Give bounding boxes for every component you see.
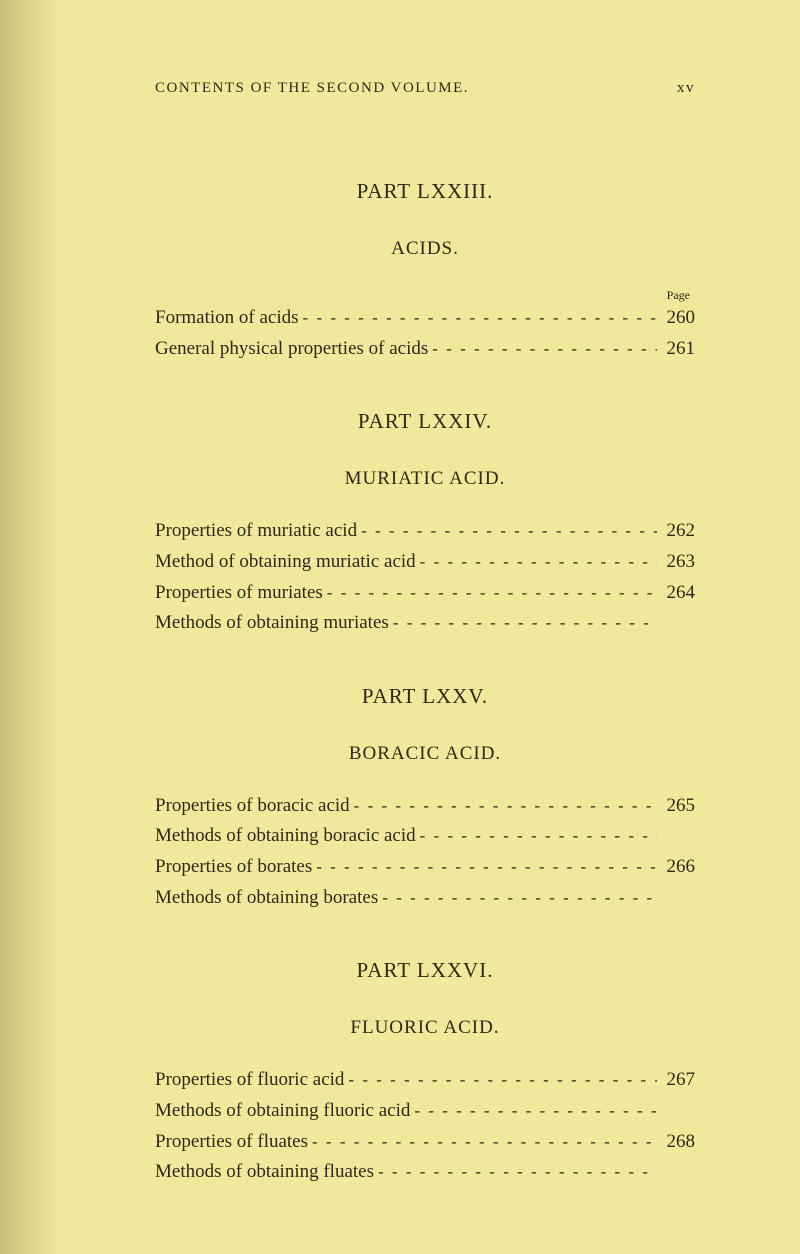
section-heading: MURIATIC ACID. [155,468,695,490]
toc-entry: Method of obtaining muriatic acid - - - … [155,549,695,575]
toc-entry: Methods of obtaining muriates - - - - - … [155,610,695,636]
entry-text: Properties of muriatic acid [155,518,357,544]
leader-dots: - - - - - - - - - - - - - - - - - - - - … [350,795,657,818]
section-heading: FLUORIC ACID. [155,1017,695,1039]
toc-entry: Properties of boracic acid - - - - - - -… [155,793,695,819]
toc-entry: Formation of acids - - - - - - - - - - -… [155,305,695,331]
toc-entry: General physical properties of acids - -… [155,336,695,362]
leader-dots: - - - - - - - - - - - - - - - - - - - - … [344,1069,657,1092]
part-heading: PART LXXIV. [155,409,695,434]
toc-entry: Properties of muriates - - - - - - - - -… [155,580,695,606]
leader-dots: - - - - - - - - - - - - - - - - - - - - … [308,1131,657,1154]
entry-text: Properties of borates [155,854,312,880]
leader-dots: - - - - - - - - - - - - - - - - - - - - … [374,1161,657,1184]
entry-page: 265 [657,793,695,819]
toc-entry: Methods of obtaining boracic acid - - - … [155,823,695,849]
toc-entry: Methods of obtaining fluoric acid - - - … [155,1098,695,1124]
entry-text: Methods of obtaining fluates [155,1159,374,1185]
toc-entry: Methods of obtaining borates - - - - - -… [155,885,695,911]
entry-text: Methods of obtaining fluoric acid [155,1098,410,1124]
header-page-number: xv [677,80,695,97]
section-heading: ACIDS. [155,238,695,260]
toc-entry: Methods of obtaining fluates - - - - - -… [155,1159,695,1185]
entry-text: Methods of obtaining borates [155,885,378,911]
entry-page: 261 [657,336,695,362]
entry-page: 263 [657,549,695,575]
entry-page: 267 [657,1067,695,1093]
leader-dots: - - - - - - - - - - - - - - - - - - - - … [410,1100,657,1123]
entry-text: Properties of fluoric acid [155,1067,344,1093]
toc-entry: Properties of fluates - - - - - - - - - … [155,1129,695,1155]
leader-dots: - - - - - - - - - - - - - - - - - - - - … [416,825,657,848]
toc-entry: Properties of muriatic acid - - - - - - … [155,518,695,544]
leader-dots: - - - - - - - - - - - - - - - - - - - - … [428,338,657,361]
part-heading: PART LXXIII. [155,179,695,204]
leader-dots: - - - - - - - - - - - - - - - - - - - - … [299,307,657,330]
entry-text: Methods of obtaining boracic acid [155,823,416,849]
entry-text: Method of obtaining muriatic acid [155,549,416,575]
leader-dots: - - - - - - - - - - - - - - - - - - - - … [312,856,657,879]
entry-text: Properties of fluates [155,1129,308,1155]
entry-text: Properties of boracic acid [155,793,350,819]
entry-text: Methods of obtaining muriates [155,610,389,636]
entry-text: Properties of muriates [155,580,323,606]
toc-entry: Properties of fluoric acid - - - - - - -… [155,1067,695,1093]
leader-dots: - - - - - - - - - - - - - - - - - - - - … [416,551,657,574]
entry-page: 260 [657,305,695,331]
entry-page: 264 [657,580,695,606]
leader-dots: - - - - - - - - - - - - - - - - - - - - … [389,612,657,635]
entry-text: General physical properties of acids [155,336,428,362]
entry-text: Formation of acids [155,305,299,331]
entry-page: 266 [657,854,695,880]
leader-dots: - - - - - - - - - - - - - - - - - - - - … [378,887,657,910]
entry-page: 268 [657,1129,695,1155]
leader-dots: - - - - - - - - - - - - - - - - - - - - … [323,582,657,605]
part-heading: PART LXXVI. [155,958,695,983]
running-header: CONTENTS OF THE SECOND VOLUME. xv [155,80,695,97]
page-content: CONTENTS OF THE SECOND VOLUME. xv PART L… [0,0,800,1250]
leader-dots: - - - - - - - - - - - - - - - - - - - - … [357,520,657,543]
toc-entry: Properties of borates - - - - - - - - - … [155,854,695,880]
running-title: CONTENTS OF THE SECOND VOLUME. [155,80,469,97]
page-column-label: Page [155,288,695,303]
part-heading: PART LXXV. [155,684,695,709]
entry-page: 262 [657,518,695,544]
section-heading: BORACIC ACID. [155,743,695,765]
